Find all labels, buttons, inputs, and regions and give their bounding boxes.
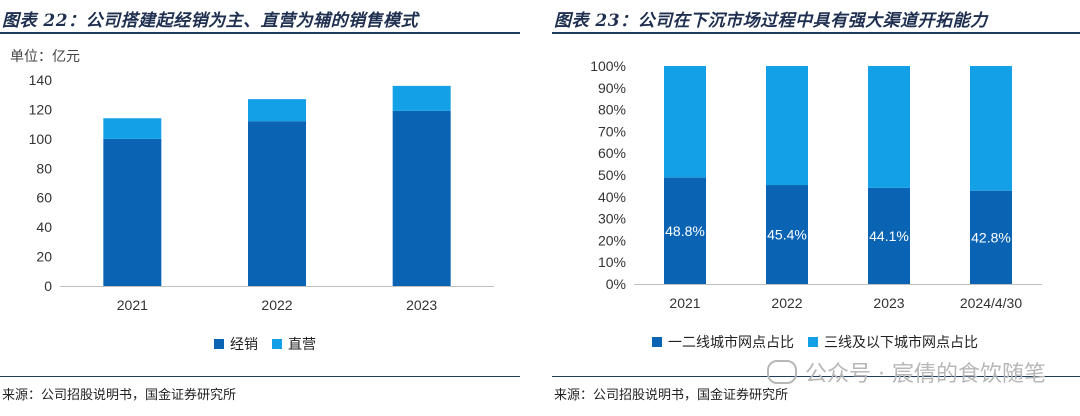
right-xtick-label: 2023 bbox=[873, 295, 904, 311]
left-xtick-label: 2023 bbox=[406, 297, 437, 313]
left-source: 来源：公司招股说明书，国金证券研究所 bbox=[2, 388, 237, 403]
left-bar-bottom-segment bbox=[103, 138, 162, 286]
left-ytick-label: 100 bbox=[29, 131, 53, 147]
right-source: 来源：公司招股说明书，国金证券研究所 bbox=[554, 388, 789, 403]
right-legend-item: 一二线城市网点占比 bbox=[652, 332, 794, 352]
right-bar-bottom-segment bbox=[664, 177, 706, 284]
right-ytick-label: 10% bbox=[598, 254, 626, 270]
right-bar-bottom-segment bbox=[970, 190, 1012, 284]
wechat-icon bbox=[767, 360, 798, 384]
left-source-rule bbox=[0, 376, 520, 377]
right-bar-top-segment bbox=[766, 66, 808, 186]
right-ytick-label: 90% bbox=[598, 80, 626, 96]
left-legend-label: 直营 bbox=[288, 337, 316, 353]
right-data-label: 45.4% bbox=[767, 227, 807, 243]
left-legend-swatch bbox=[214, 339, 224, 349]
right-bar-bottom-segment bbox=[766, 185, 808, 284]
right-ytick-label: 80% bbox=[598, 102, 626, 118]
left-bar-chart: 0 20 40 60 80 100 120 140 2021 2022 2023 bbox=[29, 72, 494, 313]
left-bar-top-segment bbox=[103, 118, 162, 139]
right-data-label: 42.8% bbox=[971, 229, 1011, 245]
right-bar-top-segment bbox=[664, 66, 706, 178]
left-ytick-label: 80 bbox=[36, 160, 52, 176]
right-bar-top-segment bbox=[868, 66, 910, 188]
right-xtick-label: 2022 bbox=[771, 295, 802, 311]
right-data-label: 48.8% bbox=[665, 223, 705, 239]
left-ytick-label: 0 bbox=[44, 278, 52, 294]
left-legend-item: 直营 bbox=[272, 334, 316, 354]
watermark: 公众号 · 宸倩的食饮随笔 bbox=[767, 356, 1046, 388]
right-ytick-label: 70% bbox=[598, 123, 626, 139]
left-chart-title: 图表 22：公司搭建起经销为主、直营为辅的销售模式 bbox=[2, 11, 419, 31]
right-legend-swatch bbox=[652, 337, 662, 347]
right-xtick-label: 2024/4/30 bbox=[960, 295, 1022, 311]
left-xtick-label: 2022 bbox=[261, 297, 292, 313]
right-chart-panel: 图表 23：公司在下沉市场过程中具有强大渠道开拓能力 0% 10% 20% 30% 40… bbox=[552, 0, 1080, 416]
right-data-label: 44.1% bbox=[869, 228, 909, 244]
right-legend-label: 一二线城市网点占比 bbox=[668, 335, 794, 351]
right-ytick-label: 50% bbox=[598, 167, 626, 183]
right-ytick-label: 100% bbox=[590, 58, 626, 74]
left-legend-item: 经销 bbox=[214, 334, 258, 354]
right-xtick-label: 2021 bbox=[669, 295, 700, 311]
left-bar-top-segment bbox=[248, 99, 306, 122]
left-bar-bottom-segment bbox=[248, 121, 306, 286]
left-legend-swatch bbox=[272, 339, 282, 349]
left-legend: 经销 直营 bbox=[214, 334, 330, 354]
right-bar-top-segment bbox=[970, 66, 1012, 191]
left-ytick-label: 20 bbox=[36, 249, 52, 265]
right-legend: 一二线城市网点占比 三线及以下城市网点占比 bbox=[652, 332, 992, 352]
right-legend-swatch bbox=[808, 337, 818, 347]
right-ytick-label: 30% bbox=[598, 211, 626, 227]
left-title-rule bbox=[0, 32, 520, 34]
left-ytick-label: 40 bbox=[36, 219, 52, 235]
right-title-rule bbox=[552, 32, 1080, 34]
right-ytick-label: 60% bbox=[598, 145, 626, 161]
left-ytick-label: 140 bbox=[29, 72, 53, 88]
left-ytick-label: 120 bbox=[29, 101, 53, 117]
left-ytick-label: 60 bbox=[36, 190, 52, 206]
right-bar-bottom-segment bbox=[868, 187, 910, 284]
right-source-rule bbox=[552, 376, 1080, 377]
left-legend-label: 经销 bbox=[230, 337, 258, 353]
right-chart-title: 图表 23：公司在下沉市场过程中具有强大渠道开拓能力 bbox=[554, 11, 988, 31]
right-ytick-label: 0% bbox=[606, 276, 626, 292]
right-bar-chart: 0% 10% 20% 30% 40% 50% 60% 70% 80% 90% 100% 48.8% 20… bbox=[590, 58, 1042, 311]
right-ytick-label: 20% bbox=[598, 232, 626, 248]
right-ytick-label: 40% bbox=[598, 189, 626, 205]
left-bar-top-segment bbox=[392, 85, 451, 111]
watermark-text: 公众号 · 宸倩的食饮随笔 bbox=[805, 362, 1046, 387]
right-legend-item: 三线及以下城市网点占比 bbox=[808, 332, 978, 352]
left-xtick-label: 2021 bbox=[117, 297, 148, 313]
left-bar-bottom-segment bbox=[392, 110, 451, 287]
left-unit-label: 单位：亿元 bbox=[10, 49, 80, 65]
left-chart-panel: 图表 22：公司搭建起经销为主、直营为辅的销售模式 单位：亿元 0 20 40 60 8… bbox=[0, 0, 520, 416]
right-legend-label: 三线及以下城市网点占比 bbox=[824, 335, 978, 351]
